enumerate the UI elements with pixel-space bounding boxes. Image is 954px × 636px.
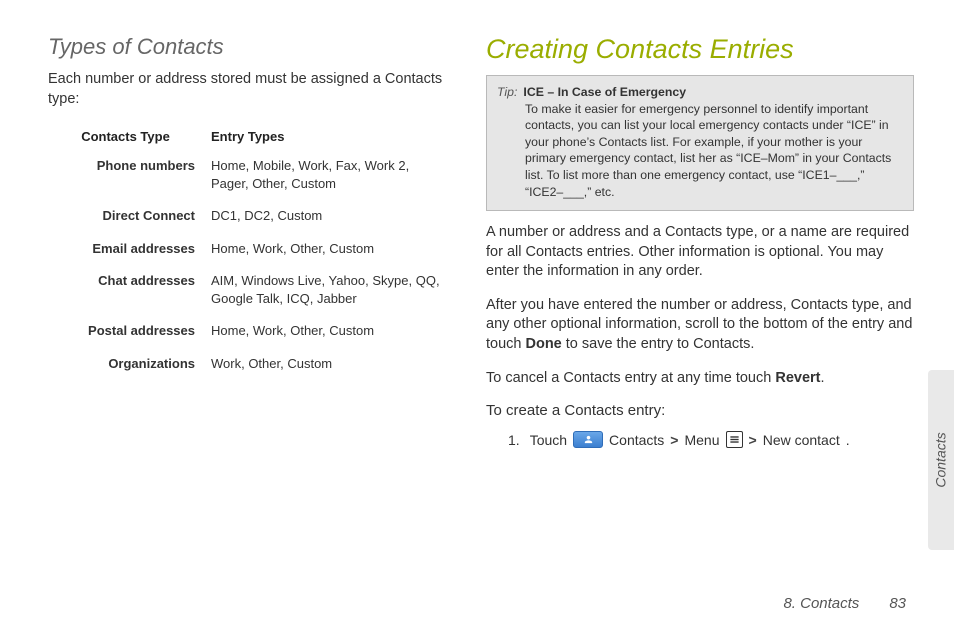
- table-row: Direct Connect DC1, DC2, Custom: [48, 202, 458, 235]
- row-type: Phone numbers: [48, 152, 203, 202]
- right-column: Creating Contacts Entries Tip: ICE – In …: [486, 34, 914, 448]
- left-column: Types of Contacts Each number or address…: [48, 34, 458, 448]
- table-row: Postal addresses Home, Work, Other, Cust…: [48, 317, 458, 350]
- row-type: Postal addresses: [48, 317, 203, 350]
- row-entries: Home, Work, Other, Custom: [203, 235, 458, 268]
- revert-label: Revert: [775, 370, 820, 386]
- tip-box: Tip: ICE – In Case of Emergency To make …: [486, 75, 914, 211]
- step-touch: Touch: [530, 432, 567, 448]
- contacts-label: Contacts: [609, 432, 664, 448]
- types-table: Contacts Type Entry Types Phone numbers …: [48, 123, 458, 382]
- footer-page-number: 83: [889, 595, 906, 612]
- table-row: Email addresses Home, Work, Other, Custo…: [48, 235, 458, 268]
- table-header-row: Contacts Type Entry Types: [48, 123, 458, 152]
- creating-heading: Creating Contacts Entries: [486, 34, 914, 65]
- row-entries: Home, Work, Other, Custom: [203, 317, 458, 350]
- row-type: Chat addresses: [48, 267, 203, 317]
- section-tab: Contacts: [928, 370, 954, 550]
- table-row: Phone numbers Home, Mobile, Work, Fax, W…: [48, 152, 458, 202]
- p3-text-c: .: [820, 370, 824, 386]
- tip-body: To make it easier for emergency personne…: [525, 101, 903, 201]
- tip-label: Tip:: [497, 84, 517, 101]
- p2-text-c: to save the entry to Contacts.: [562, 336, 755, 352]
- row-entries: AIM, Windows Live, Yahoo, Skype, QQ, Goo…: [203, 267, 458, 317]
- row-type: Organizations: [48, 350, 203, 383]
- row-type: Direct Connect: [48, 202, 203, 235]
- row-entries: Home, Mobile, Work, Fax, Work 2, Pager, …: [203, 152, 458, 202]
- table-row: Chat addresses AIM, Windows Live, Yahoo,…: [48, 267, 458, 317]
- done-label: Done: [526, 336, 562, 352]
- step-number: 1.: [508, 432, 520, 448]
- page-content: Types of Contacts Each number or address…: [0, 0, 954, 448]
- types-heading: Types of Contacts: [48, 34, 458, 60]
- row-entries: DC1, DC2, Custom: [203, 202, 458, 235]
- types-intro: Each number or address stored must be as…: [48, 70, 458, 109]
- contacts-app-icon: [573, 431, 603, 448]
- menu-label: Menu: [684, 432, 719, 448]
- col-header-entries: Entry Types: [203, 123, 458, 152]
- footer-chapter: 8. Contacts: [783, 595, 859, 612]
- new-contact-label: New contact: [763, 432, 840, 448]
- row-type: Email addresses: [48, 235, 203, 268]
- menu-icon: [726, 431, 743, 448]
- breadcrumb-separator: >: [749, 432, 757, 448]
- col-header-type: Contacts Type: [48, 123, 203, 152]
- breadcrumb-separator: >: [670, 432, 678, 448]
- create-subhead: To create a Contacts entry:: [486, 402, 914, 419]
- row-entries: Work, Other, Custom: [203, 350, 458, 383]
- para-3: To cancel a Contacts entry at any time t…: [486, 369, 914, 389]
- step-period: .: [846, 432, 850, 448]
- para-2: After you have entered the number or add…: [486, 296, 914, 355]
- tip-title: ICE – In Case of Emergency: [523, 84, 686, 101]
- section-tab-label: Contacts: [933, 432, 949, 487]
- para-1: A number or address and a Contacts type,…: [486, 223, 914, 282]
- page-footer: 8. Contacts 83: [783, 595, 906, 612]
- p3-text-a: To cancel a Contacts entry at any time t…: [486, 370, 775, 386]
- table-row: Organizations Work, Other, Custom: [48, 350, 458, 383]
- step-1: 1. Touch Contacts > Menu > New contact.: [486, 431, 914, 448]
